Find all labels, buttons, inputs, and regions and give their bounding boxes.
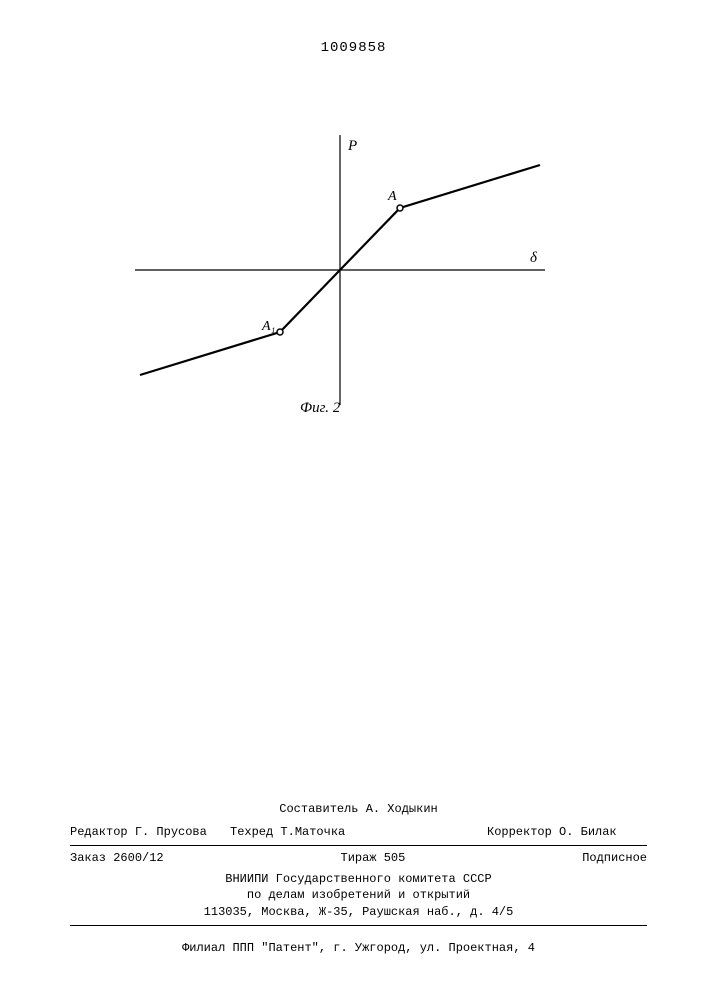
order-number: 2600/12 xyxy=(113,851,163,865)
org-line-2: по делам изобретений и открытий xyxy=(70,887,647,904)
tirazh-label: Тираж xyxy=(341,851,377,865)
corrector-label: Корректор xyxy=(487,825,552,839)
point-a-lower-label: A₁ xyxy=(261,319,275,334)
order-label: Заказ xyxy=(70,851,106,865)
editor-label: Редактор xyxy=(70,825,128,839)
tirazh-number: 505 xyxy=(384,851,406,865)
org-line-1: ВНИИПИ Государственного комитета СССР xyxy=(70,871,647,888)
editor-name: Г. Прусова xyxy=(135,825,207,839)
y-axis-label: P xyxy=(347,138,357,154)
divider xyxy=(70,925,647,926)
compiler-label: Составитель xyxy=(279,802,358,816)
branch-line: Филиал ППП "Патент", г. Ужгород, ул. Про… xyxy=(70,941,647,955)
subscription-label: Подписное xyxy=(582,850,647,867)
imprint-block: Составитель А. Ходыкин Редактор Г. Прусо… xyxy=(70,801,647,930)
compiler-name: А. Ходыкин xyxy=(366,802,438,816)
page-number: 1009858 xyxy=(0,40,707,56)
figure-plot: P δ A A₁ xyxy=(130,120,550,420)
figure-caption: Фиг. 2 xyxy=(300,400,340,417)
techred-label: Техред xyxy=(230,825,273,839)
org-address: 113035, Москва, Ж-35, Раушская наб., д. … xyxy=(70,904,647,921)
techred-name: Т.Маточка xyxy=(280,825,345,839)
divider xyxy=(70,845,647,846)
point-a-upper-label: A xyxy=(387,189,397,204)
x-axis-label: δ xyxy=(530,250,538,266)
corrector-name: О. Билак xyxy=(559,825,617,839)
